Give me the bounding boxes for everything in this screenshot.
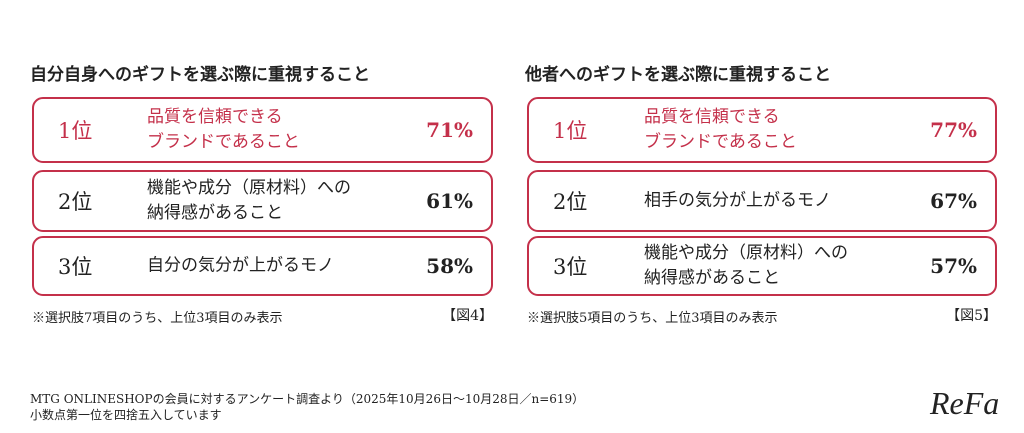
- logo: ReFa: [930, 385, 1000, 421]
- label-line: ブランドであること: [644, 132, 797, 152]
- rank-box: 1位 品質を信頼できる ブランドであること 77%: [527, 97, 997, 163]
- note: ※選択肢5項目のうち、上位3項目のみ表示: [527, 311, 778, 326]
- panel-title: 自分自身へのギフトを選ぶ際に重視すること: [30, 65, 370, 85]
- percent: 77%: [930, 118, 977, 142]
- rank: 2位: [58, 190, 93, 214]
- rank: 3位: [58, 255, 93, 279]
- item-label: 品質を信頼できる ブランドであること: [644, 105, 797, 155]
- label-line: 品質を信頼できる: [147, 107, 283, 127]
- label-line: 自分の気分が上がるモノ: [147, 255, 334, 276]
- rank-box: 2位 相手の気分が上がるモノ 67%: [527, 170, 997, 232]
- label-line: 品質を信頼できる: [644, 107, 780, 127]
- percent: 71%: [426, 118, 473, 142]
- item-label: 機能や成分（原材料）への 納得感があること: [147, 176, 351, 226]
- rank: 3位: [553, 255, 588, 279]
- label-line: 納得感があること: [147, 203, 283, 223]
- rank: 1位: [553, 119, 588, 143]
- note: ※選択肢7項目のうち、上位3項目のみ表示: [32, 311, 283, 326]
- percent: 61%: [426, 189, 473, 213]
- item-label: 品質を信頼できる ブランドであること: [147, 105, 300, 155]
- panel-title: 他者へのギフトを選ぶ際に重視すること: [525, 65, 831, 85]
- rank-box: 1位 品質を信頼できる ブランドであること 71%: [32, 97, 493, 163]
- label-line: 機能や成分（原材料）への: [644, 243, 848, 263]
- footer-line: 小数点第一位を四捨五入しています: [30, 408, 222, 422]
- rank-box: 2位 機能や成分（原材料）への 納得感があること 61%: [32, 170, 493, 232]
- label-line: 機能や成分（原材料）への: [147, 178, 351, 198]
- item-label: 自分の気分が上がるモノ: [147, 254, 334, 279]
- percent: 58%: [426, 254, 473, 278]
- percent: 67%: [930, 189, 977, 213]
- item-label: 機能や成分（原材料）への 納得感があること: [644, 241, 848, 291]
- rank: 2位: [553, 190, 588, 214]
- item-label: 相手の気分が上がるモノ: [644, 189, 831, 214]
- label-line: 納得感があること: [644, 268, 780, 288]
- rank-box: 3位 自分の気分が上がるモノ 58%: [32, 236, 493, 296]
- figure-label: 【図4】: [442, 308, 493, 324]
- rank-box: 3位 機能や成分（原材料）への 納得感があること 57%: [527, 236, 997, 296]
- label-line: ブランドであること: [147, 132, 300, 152]
- percent: 57%: [930, 254, 977, 278]
- figure-label: 【図5】: [946, 308, 997, 324]
- rank: 1位: [58, 119, 93, 143]
- label-line: 相手の気分が上がるモノ: [644, 190, 831, 211]
- footer-line: MTG ONLINESHOPの会員に対するアンケート調査より（2025年10月2…: [30, 392, 585, 406]
